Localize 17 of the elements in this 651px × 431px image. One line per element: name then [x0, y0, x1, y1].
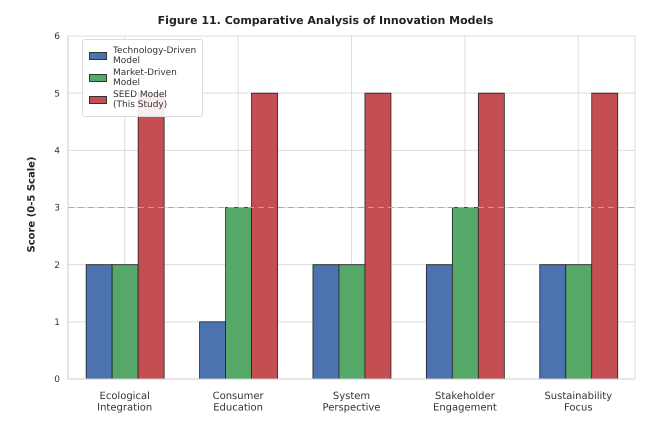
- y-axis-title: Score (0-5 Scale): [26, 156, 38, 252]
- x-tick-label: Stakeholder Engagement: [433, 391, 497, 414]
- x-tick-label: System Perspective: [322, 391, 380, 414]
- y-tick-label: 0: [54, 375, 60, 386]
- y-tick-label: 5: [54, 89, 60, 100]
- legend-label: Market-Driven Model: [113, 68, 177, 88]
- legend-label: Technology-Driven Model: [113, 46, 196, 66]
- y-tick-label: 1: [54, 318, 60, 328]
- x-tick-label: Consumer Education: [212, 391, 264, 414]
- y-tick-label: 2: [54, 260, 60, 271]
- x-tick-label: Sustainability Focus: [544, 391, 612, 414]
- y-tick-label: 4: [54, 146, 60, 157]
- y-tick-label: 6: [54, 32, 60, 42]
- x-tick-label: Ecological Integration: [97, 391, 152, 414]
- y-tick-label: 3: [54, 204, 60, 214]
- chart-title: Figure 11. Comparative Analysis of Innovation Models: [156, 14, 494, 27]
- legend-label: SEED Model (This Study): [113, 90, 168, 110]
